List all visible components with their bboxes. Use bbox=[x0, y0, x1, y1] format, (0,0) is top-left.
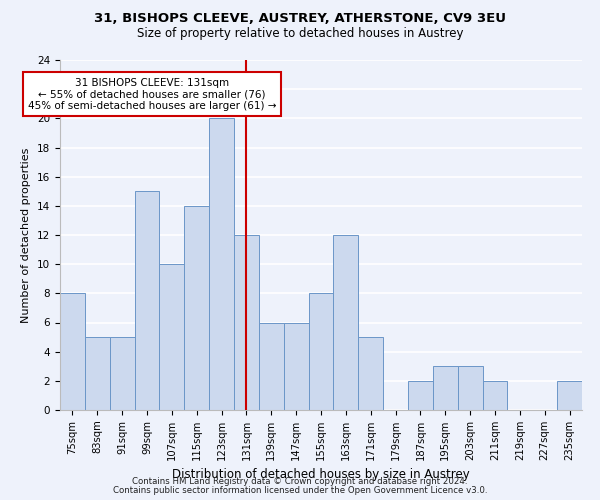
Bar bbox=[259, 322, 284, 410]
Bar bbox=[184, 206, 209, 410]
Bar bbox=[60, 294, 85, 410]
Bar bbox=[334, 235, 358, 410]
Y-axis label: Number of detached properties: Number of detached properties bbox=[22, 148, 31, 322]
Text: 31 BISHOPS CLEEVE: 131sqm
← 55% of detached houses are smaller (76)
45% of semi-: 31 BISHOPS CLEEVE: 131sqm ← 55% of detac… bbox=[28, 78, 276, 110]
Bar bbox=[110, 337, 134, 410]
Bar bbox=[482, 381, 508, 410]
Bar bbox=[209, 118, 234, 410]
Bar bbox=[134, 192, 160, 410]
Bar bbox=[557, 381, 582, 410]
Bar bbox=[308, 294, 334, 410]
Bar bbox=[160, 264, 184, 410]
Bar bbox=[358, 337, 383, 410]
Text: Size of property relative to detached houses in Austrey: Size of property relative to detached ho… bbox=[137, 28, 463, 40]
Bar bbox=[85, 337, 110, 410]
X-axis label: Distribution of detached houses by size in Austrey: Distribution of detached houses by size … bbox=[172, 468, 470, 481]
Text: 31, BISHOPS CLEEVE, AUSTREY, ATHERSTONE, CV9 3EU: 31, BISHOPS CLEEVE, AUSTREY, ATHERSTONE,… bbox=[94, 12, 506, 26]
Bar bbox=[234, 235, 259, 410]
Text: Contains public sector information licensed under the Open Government Licence v3: Contains public sector information licen… bbox=[113, 486, 487, 495]
Bar bbox=[284, 322, 308, 410]
Bar bbox=[408, 381, 433, 410]
Bar bbox=[458, 366, 482, 410]
Text: Contains HM Land Registry data © Crown copyright and database right 2024.: Contains HM Land Registry data © Crown c… bbox=[132, 477, 468, 486]
Bar bbox=[433, 366, 458, 410]
